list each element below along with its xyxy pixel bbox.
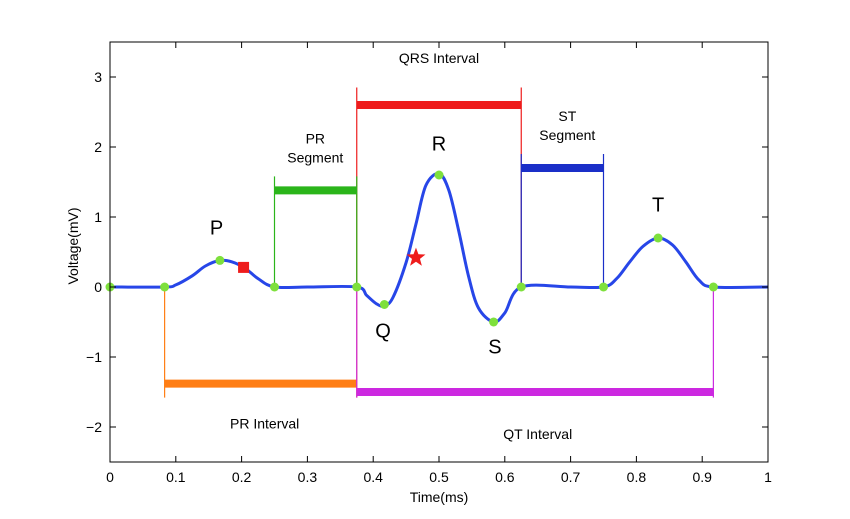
- pr-segment-label-line1: PR: [306, 131, 325, 147]
- square-marker: [238, 261, 250, 273]
- y-tick-label: 0: [94, 279, 102, 295]
- y-tick-label: −2: [86, 419, 102, 435]
- wave-label-t: T: [652, 194, 664, 216]
- ecg-waveform: [109, 172, 769, 324]
- x-tick-label: 0.2: [232, 469, 252, 485]
- st-segment-label-line1: ST: [558, 108, 576, 124]
- qt-interval-label: QT Interval: [503, 426, 572, 442]
- wave-label-p: P: [210, 218, 223, 240]
- y-tick-label: 1: [94, 209, 102, 225]
- x-tick-label: 0.9: [692, 469, 712, 485]
- x-tick-label: 0.6: [495, 469, 515, 485]
- x-tick-label: 0.5: [429, 469, 449, 485]
- annotations: P Q R S T: [210, 134, 664, 359]
- y-tick-label: 2: [94, 139, 102, 155]
- ecg-line: [109, 172, 769, 324]
- y-tick-label: 3: [94, 69, 102, 85]
- y-axis-label: Voltage(mV): [65, 207, 81, 284]
- wave-label-r: R: [432, 134, 446, 156]
- x-ticks: 0 0.1 0.2 0.3 0.4 0.5 0.6 0.7 0.8 0.9 1: [106, 42, 772, 485]
- waveform-point: [160, 282, 170, 292]
- waveform-point: [352, 282, 362, 292]
- qrs-interval-label: QRS Interval: [399, 50, 479, 66]
- y-tick-label: −1: [86, 349, 102, 365]
- axes: 0 0.1 0.2 0.3 0.4 0.5 0.6 0.7 0.8 0.9 1 −2 −1 0 1 2 3 T…: [65, 41, 772, 505]
- x-tick-label: 0.4: [363, 469, 383, 485]
- waveform-point: [653, 233, 663, 243]
- x-tick-label: 1: [764, 469, 772, 485]
- pr-segment-label-line2: Segment: [287, 150, 343, 166]
- x-tick-label: 0: [106, 469, 114, 485]
- wave-label-q: Q: [375, 320, 391, 342]
- wave-label-s: S: [488, 337, 501, 359]
- waveform-points: [105, 170, 718, 327]
- waveform-point: [516, 282, 526, 292]
- x-tick-label: 0.3: [298, 469, 318, 485]
- y-ticks: −2 −1 0 1 2 3: [86, 69, 768, 435]
- waveform-point: [270, 282, 279, 292]
- st-segment-label-line2: Segment: [539, 127, 595, 143]
- x-tick-label: 0.8: [627, 469, 647, 485]
- waveform-point: [489, 317, 499, 327]
- waveform-point: [708, 282, 718, 292]
- x-tick-label: 0.7: [561, 469, 581, 485]
- x-axis-label: Time(ms): [410, 489, 469, 505]
- pr-interval-label: PR Interval: [230, 415, 299, 431]
- waveform-point: [379, 300, 389, 309]
- waveform-point: [434, 170, 444, 180]
- waveform-point: [215, 255, 225, 265]
- x-tick-label: 0.1: [166, 469, 186, 485]
- star-marker: [406, 247, 426, 266]
- waveform-point: [599, 282, 608, 292]
